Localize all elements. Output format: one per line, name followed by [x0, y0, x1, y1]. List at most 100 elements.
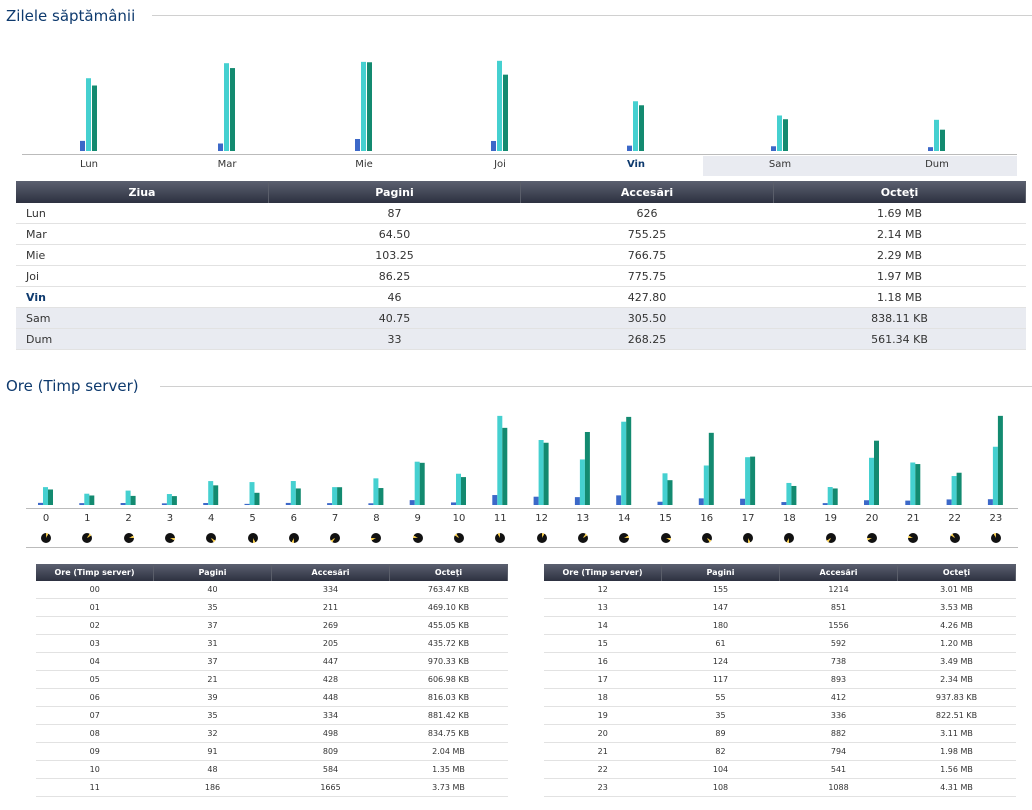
day-pages-bar — [627, 145, 632, 151]
row-hour-cell: 22 — [544, 760, 662, 779]
day-table-row: Joi 86.25 775.75 1.97 MB — [16, 265, 1026, 287]
row-pages-cell: 117 — [661, 670, 780, 689]
row-hour-cell: 11 — [36, 778, 154, 797]
day-table-row: Dum 33 268.25 561.34 KB — [16, 328, 1026, 350]
hour-pages-bar — [161, 503, 167, 505]
col-pages-header: Pagini — [153, 564, 272, 581]
row-hour-cell: 23 — [544, 778, 662, 797]
clock-icon — [743, 533, 754, 543]
hour-hits-bar — [166, 494, 172, 505]
row-hits-cell: 1214 — [779, 581, 898, 599]
clock-icon — [123, 533, 134, 543]
hour-axis-label: 3 — [166, 513, 174, 524]
row-hits-cell: 205 — [271, 634, 390, 653]
row-day-cell: Mie — [16, 244, 269, 266]
row-bytes-cell: 3.01 MB — [897, 581, 1016, 599]
row-hour-cell: 00 — [36, 581, 154, 599]
hour-bytes-bar — [337, 487, 343, 505]
row-pages-cell: 35 — [661, 706, 780, 725]
col-hits-header: Accesări — [779, 564, 898, 581]
col-pages-header: Pagini — [661, 564, 780, 581]
day-table-row: Mie 103.25 766.75 2.29 MB — [16, 244, 1026, 266]
hour-hits-bar — [290, 481, 296, 505]
row-hits-cell: 584 — [271, 760, 390, 779]
row-day-cell: Dum — [16, 328, 269, 350]
row-pages-cell: 35 — [153, 706, 272, 725]
hours-table-pm: Ore (Timp server) Pagini Accesări Octeţi… — [544, 564, 1016, 797]
clock-icon — [41, 533, 51, 543]
row-bytes-cell: 3.53 MB — [897, 598, 1016, 617]
hour-axis-label: 21 — [906, 513, 920, 524]
row-hour-cell: 13 — [544, 598, 662, 617]
row-bytes-cell: 1.56 MB — [897, 760, 1016, 779]
hour-bytes-bar — [708, 432, 714, 505]
clock-icon — [536, 533, 547, 543]
hour-hits-bar — [910, 462, 916, 505]
hour-axis-label: 10 — [452, 513, 466, 524]
hour-pages-bar — [946, 499, 952, 505]
hour-table-row: 20 89 882 3.11 MB — [544, 724, 1016, 743]
row-hour-cell: 14 — [544, 616, 662, 635]
clock-icon — [701, 533, 712, 543]
row-pages-cell: 31 — [153, 634, 272, 653]
row-bytes-cell: 2.14 MB — [773, 223, 1026, 245]
row-bytes-cell: 838.11 KB — [773, 307, 1026, 329]
hour-bytes-bar — [832, 488, 838, 505]
row-hour-cell: 18 — [544, 688, 662, 707]
row-pages-cell: 89 — [661, 724, 780, 743]
hour-pages-bar — [533, 496, 539, 505]
row-pages-cell: 40 — [153, 581, 272, 599]
hour-bytes-bar — [915, 464, 921, 505]
row-hour-cell: 21 — [544, 742, 662, 761]
hours-table-am: Ore (Timp server) Pagini Accesări Octeţi… — [36, 564, 508, 797]
day-table-row: Sam 40.75 305.50 838.11 KB — [16, 307, 1026, 329]
hour-pages-bar — [574, 497, 580, 505]
hour-bytes-bar — [295, 488, 301, 505]
row-pages-cell: 48 — [153, 760, 272, 779]
col-hits-header: Accesări — [271, 564, 390, 581]
col-bytes-header: Octeţi — [897, 564, 1016, 581]
hours-bar-chart — [38, 415, 1003, 505]
row-pages-cell: 64.50 — [268, 223, 521, 245]
hour-hits-bar — [456, 473, 461, 505]
hour-table-row: 21 82 794 1.98 MB — [544, 742, 1016, 761]
row-hits-cell: 1088 — [779, 778, 898, 797]
hour-pages-bar — [409, 500, 415, 505]
hour-table-row: 08 32 498 834.75 KB — [36, 724, 508, 743]
clock-icon — [825, 533, 836, 543]
hour-axis-label: 20 — [865, 513, 879, 524]
hour-bytes-bar — [48, 489, 53, 505]
hour-table-row: 02 37 269 455.05 KB — [36, 616, 508, 635]
row-hits-cell: 448 — [271, 688, 390, 707]
hour-hits-bar — [662, 473, 668, 505]
day-hits-bar — [224, 63, 229, 151]
hour-axis-label: 15 — [659, 513, 672, 524]
row-pages-cell: 108 — [661, 778, 780, 797]
clock-icon — [619, 533, 630, 543]
row-pages-cell: 87 — [268, 203, 521, 224]
hour-table-row: 11 186 1665 3.73 MB — [36, 778, 508, 797]
hour-axis-label: 9 — [414, 513, 421, 524]
row-pages-cell: 39 — [153, 688, 272, 707]
col-day-header: Ziua — [16, 181, 269, 203]
row-hour-cell: 05 — [36, 670, 154, 689]
row-hits-cell: 412 — [779, 688, 898, 707]
row-hits-cell: 336 — [779, 706, 898, 725]
row-day-cell: Vin — [16, 286, 269, 308]
hour-pages-bar — [698, 498, 704, 505]
hour-table-row: 17 117 893 2.34 MB — [544, 670, 1016, 689]
row-bytes-cell: 763.47 KB — [389, 581, 508, 599]
day-pages-bar — [928, 147, 933, 151]
col-hour-header: Ore (Timp server) — [544, 564, 662, 581]
row-pages-cell: 186 — [153, 778, 272, 797]
hour-bytes-bar — [791, 485, 797, 505]
row-hits-cell: 305.50 — [520, 307, 774, 329]
hour-pages-bar — [740, 498, 746, 505]
hour-hits-bar — [951, 476, 957, 505]
row-pages-cell: 61 — [661, 634, 780, 653]
row-bytes-cell: 2.04 MB — [389, 742, 508, 761]
hour-hits-bar — [332, 487, 338, 505]
clock-icon — [82, 533, 93, 543]
day-hits-bar — [934, 119, 939, 151]
days-bar-chart — [80, 60, 945, 152]
